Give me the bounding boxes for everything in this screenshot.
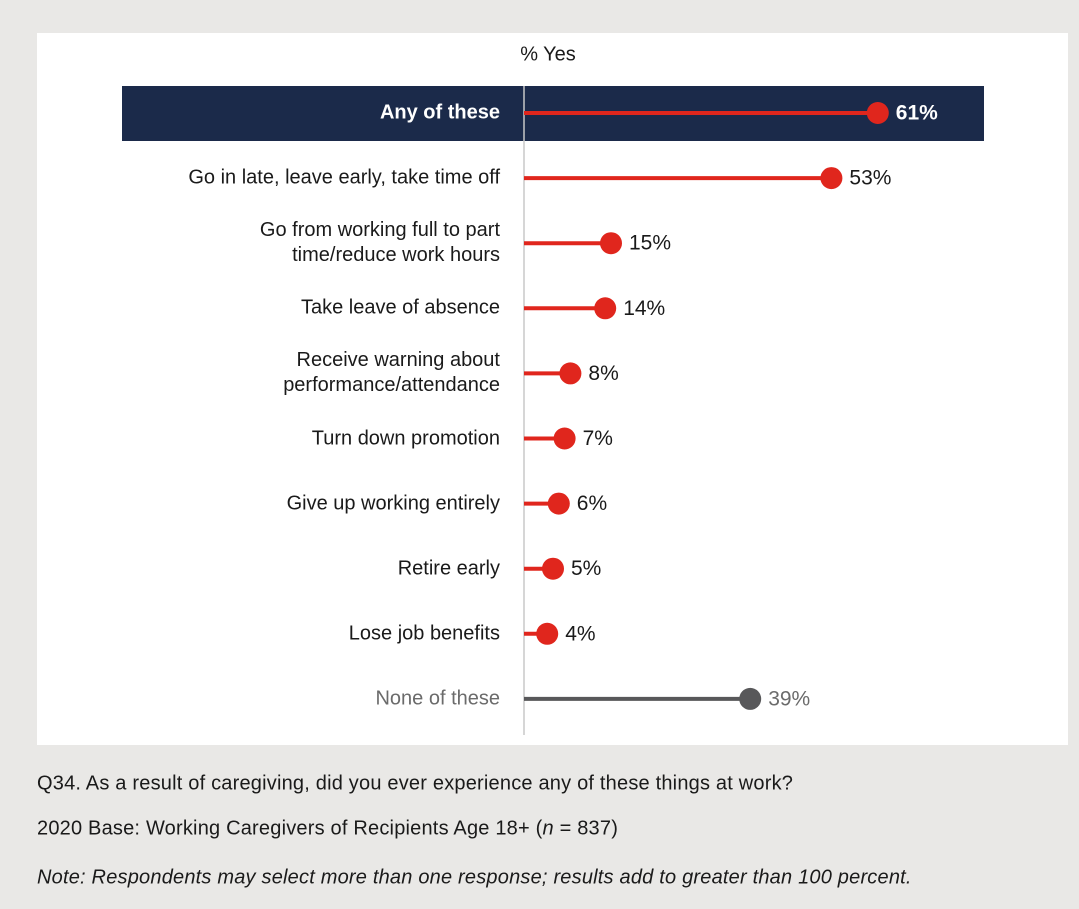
column-header: % Yes (520, 43, 576, 66)
base-text: = 837) (553, 817, 619, 840)
value-label: 4% (565, 622, 595, 645)
category-label: Lose job benefits (348, 622, 500, 645)
dot (536, 622, 559, 645)
category-label: Go in late, leave early, take time off (188, 166, 500, 189)
dot (739, 687, 762, 710)
question-note: Q34. As a result of caregiving, did you … (37, 772, 794, 795)
dot (600, 232, 622, 255)
value-label: 5% (571, 557, 601, 580)
category-label: Turn down promotion (311, 427, 500, 449)
dot (553, 427, 576, 450)
value-label: 61% (896, 102, 938, 125)
base-text: 2020 Base: Working Caregivers of Recipie… (37, 817, 543, 840)
dot (866, 102, 889, 124)
value-label: 15% (629, 232, 671, 255)
category-label: Go from working full to part time/reduce… (259, 219, 500, 267)
value-label: 8% (588, 362, 618, 385)
category-label: None of these (375, 687, 500, 710)
dot (542, 557, 564, 580)
value-label: 6% (577, 492, 607, 515)
dot (594, 297, 617, 320)
dot (559, 362, 582, 385)
dot (820, 167, 843, 190)
value-label: 14% (623, 297, 665, 320)
dot (547, 492, 570, 515)
base-note: 2020 Base: Working Caregivers of Recipie… (37, 818, 618, 841)
category-label: Receive warning about performance/attend… (283, 349, 500, 397)
category-label: Retire early (397, 557, 500, 580)
chart: 61% 53% 15% 14% 8% 7% 6% 5% 4% 39% (122, 86, 984, 735)
category-label: Any of these (379, 101, 500, 124)
value-label: 7% (583, 427, 613, 450)
value-label: 53% (849, 167, 891, 190)
base-n: n (542, 817, 554, 840)
value-label: 39% (768, 687, 810, 710)
category-label: Take leave of absence (300, 296, 500, 319)
category-label: Give up working entirely (286, 492, 500, 515)
note: Note: Respondents may select more than o… (37, 866, 912, 889)
